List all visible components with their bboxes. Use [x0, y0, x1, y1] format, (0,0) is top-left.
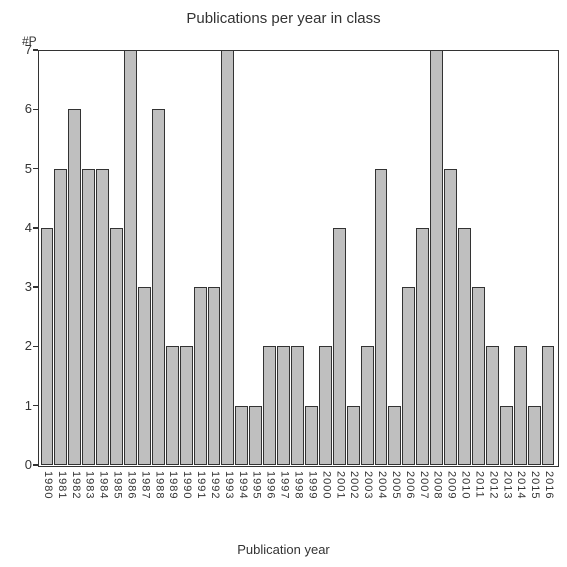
- bar: [375, 169, 388, 465]
- bar: [319, 346, 332, 465]
- x-tick-label: 2015: [529, 471, 540, 499]
- x-tick-label: 2016: [543, 471, 554, 499]
- x-tick-label: 2001: [334, 471, 345, 499]
- bar: [208, 287, 221, 465]
- bar: [500, 406, 513, 465]
- bar: [514, 346, 527, 465]
- x-axis-label: Publication year: [0, 542, 567, 557]
- y-tick-label: 5: [12, 161, 32, 176]
- bar: [402, 287, 415, 465]
- bar: [277, 346, 290, 465]
- bar: [388, 406, 401, 465]
- bar: [235, 406, 248, 465]
- x-tick-label: 1999: [306, 471, 317, 499]
- x-tick-label: 1991: [195, 471, 206, 499]
- x-tick-label: 2014: [515, 471, 526, 499]
- bar: [472, 287, 485, 465]
- y-tick-mark: [33, 227, 38, 229]
- y-tick-label: 1: [12, 398, 32, 413]
- chart-title: Publications per year in class: [0, 10, 567, 27]
- x-tick-label: 1998: [293, 471, 304, 499]
- x-tick-label: 2005: [390, 471, 401, 499]
- bar: [180, 346, 193, 465]
- x-tick-label: 1984: [98, 471, 109, 499]
- x-tick-label: 2002: [348, 471, 359, 499]
- bar: [221, 50, 234, 465]
- y-tick-mark: [33, 109, 38, 111]
- x-tick-label: 1988: [153, 471, 164, 499]
- bar: [138, 287, 151, 465]
- x-tick-label: 2003: [362, 471, 373, 499]
- x-tick-label: 2013: [501, 471, 512, 499]
- bar: [347, 406, 360, 465]
- y-tick-mark: [33, 168, 38, 170]
- x-tick-label: 2008: [432, 471, 443, 499]
- x-tick-label: 1996: [265, 471, 276, 499]
- y-tick-mark: [33, 49, 38, 51]
- bar: [486, 346, 499, 465]
- bar: [528, 406, 541, 465]
- y-tick-label: 6: [12, 101, 32, 116]
- x-tick-label: 1992: [209, 471, 220, 499]
- x-tick-label: 2010: [460, 471, 471, 499]
- bar: [305, 406, 318, 465]
- x-tick-label: 2007: [418, 471, 429, 499]
- bar: [291, 346, 304, 465]
- chart-container: Publications per year in class #P Public…: [0, 0, 567, 567]
- y-tick-label: 0: [12, 457, 32, 472]
- bar: [68, 109, 81, 465]
- bar: [194, 287, 207, 465]
- bar: [263, 346, 276, 465]
- x-tick-label: 2004: [376, 471, 387, 499]
- x-tick-label: 1987: [139, 471, 150, 499]
- y-tick-label: 7: [12, 42, 32, 57]
- x-tick-label: 1985: [112, 471, 123, 499]
- x-tick-label: 1989: [167, 471, 178, 499]
- x-tick-label: 2011: [473, 471, 484, 499]
- x-tick-label: 2000: [320, 471, 331, 499]
- y-tick-label: 3: [12, 279, 32, 294]
- x-tick-label: 1993: [223, 471, 234, 499]
- y-tick-mark: [33, 464, 38, 466]
- bar: [458, 228, 471, 465]
- x-tick-label: 1981: [56, 471, 67, 499]
- x-tick-label: 1997: [279, 471, 290, 499]
- bar: [166, 346, 179, 465]
- bar: [333, 228, 346, 465]
- y-tick-mark: [33, 405, 38, 407]
- bar: [82, 169, 95, 465]
- bar: [110, 228, 123, 465]
- y-tick-label: 2: [12, 338, 32, 353]
- y-tick-mark: [33, 346, 38, 348]
- x-tick-label: 1995: [251, 471, 262, 499]
- x-tick-label: 2009: [446, 471, 457, 499]
- y-tick-label: 4: [12, 220, 32, 235]
- x-tick-label: 1980: [42, 471, 53, 499]
- x-tick-label: 2012: [487, 471, 498, 499]
- x-tick-label: 1982: [70, 471, 81, 499]
- bar: [416, 228, 429, 465]
- bar: [152, 109, 165, 465]
- bar: [54, 169, 67, 465]
- x-tick-label: 1986: [125, 471, 136, 499]
- bar: [96, 169, 109, 465]
- bar: [430, 50, 443, 465]
- bar: [41, 228, 54, 465]
- x-tick-label: 1990: [181, 471, 192, 499]
- bar: [444, 169, 457, 465]
- bar: [249, 406, 262, 465]
- bar: [361, 346, 374, 465]
- x-tick-label: 2006: [404, 471, 415, 499]
- bar: [124, 50, 137, 465]
- x-tick-label: 1994: [237, 471, 248, 499]
- x-tick-label: 1983: [84, 471, 95, 499]
- y-tick-mark: [33, 286, 38, 288]
- bar: [542, 346, 555, 465]
